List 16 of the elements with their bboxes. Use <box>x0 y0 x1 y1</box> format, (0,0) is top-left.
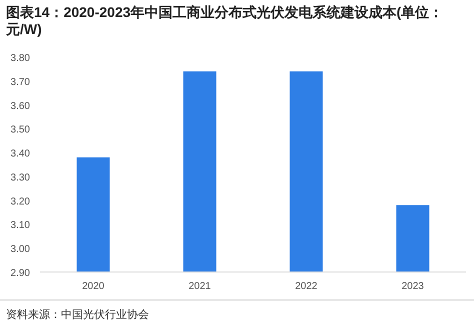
y-tick-label: 3.70 <box>10 76 30 88</box>
chart-title: 图表14：2020-2023年中国工商业分布式光伏发电系统建设成本(单位：元/W) <box>6 4 444 38</box>
x-tick-label: 2023 <box>402 281 424 292</box>
y-tick-label: 3.80 <box>10 53 30 64</box>
y-tick-label: 2.90 <box>10 268 30 279</box>
y-tick-label: 3.30 <box>10 172 30 184</box>
y-tick-label: 3.40 <box>10 148 30 160</box>
x-tick-label: 2022 <box>295 281 318 292</box>
text: 资料来源：中国光伏行业协会 <box>6 308 149 321</box>
x-tick-label: 2020 <box>82 281 105 292</box>
y-tick-label: 3.10 <box>10 220 30 232</box>
y-tick-label: 3.20 <box>10 196 30 208</box>
y-tick-label: 3.00 <box>10 244 30 256</box>
y-tick-label: 3.60 <box>10 100 30 112</box>
x-tick-label: 2021 <box>188 281 212 292</box>
y-tick-label: 3.50 <box>10 124 30 136</box>
